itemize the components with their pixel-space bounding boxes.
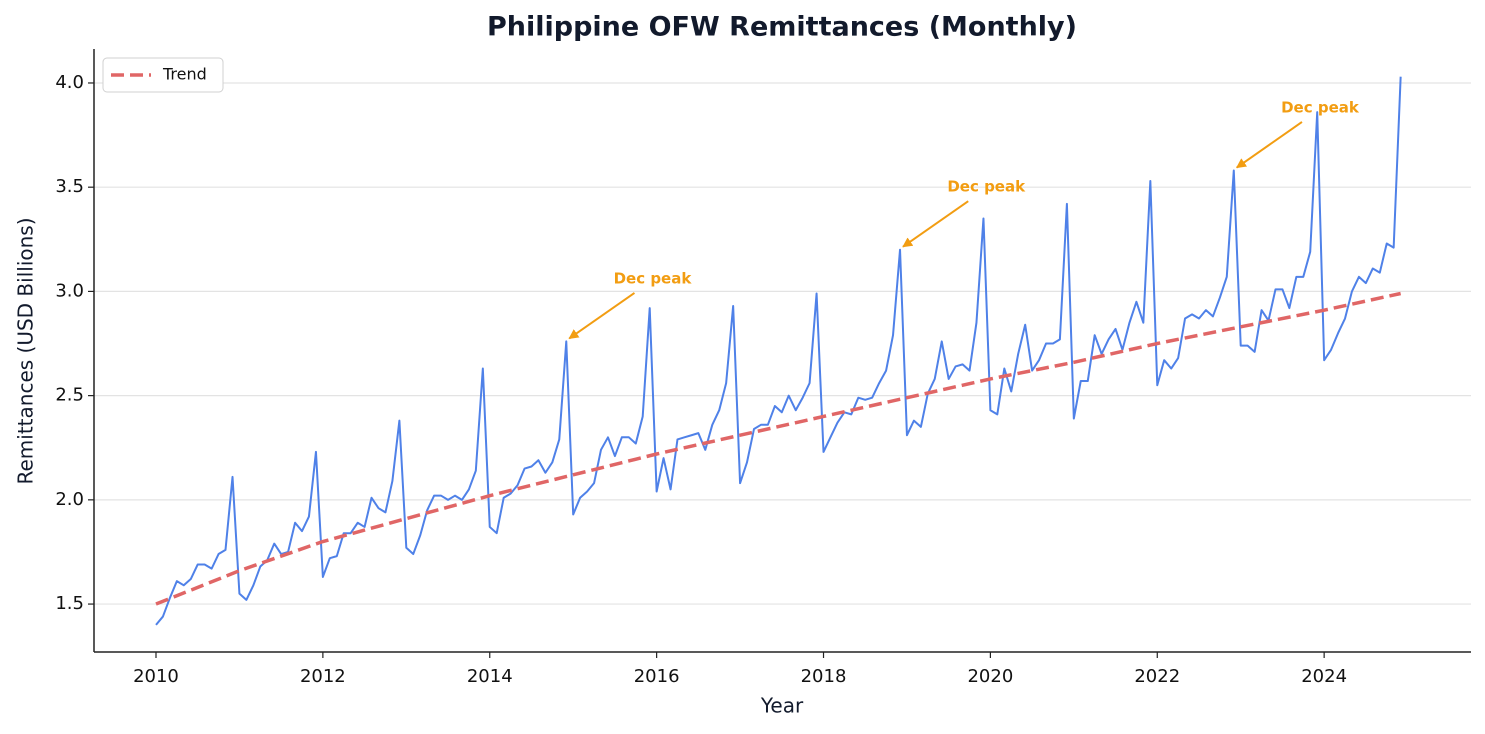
annotation-text: Dec peak [614, 269, 693, 287]
annotation-arrow [568, 292, 636, 340]
x-tick-label: 2024 [1301, 666, 1347, 687]
x-tick-label: 2016 [634, 666, 680, 687]
x-tick-label: 2014 [467, 666, 513, 687]
annotation-text: Dec peak [947, 178, 1026, 196]
trend-line [155, 291, 1402, 606]
y-tick-label: 3.5 [55, 176, 84, 197]
x-tick-label: 2012 [300, 666, 346, 687]
legend-label: Trend [162, 65, 207, 84]
annotation-text: Dec peak [1281, 98, 1360, 116]
y-tick-label: 2.5 [55, 385, 84, 406]
x-axis-label: Year [760, 694, 804, 718]
y-tick-label: 1.5 [55, 593, 84, 614]
legend-box [102, 57, 224, 93]
x-tick-label: 2020 [967, 666, 1013, 687]
y-tick-label: 2.0 [55, 489, 84, 510]
y-axis-label: Remittances (USD Billions) [14, 217, 38, 484]
y-tick-label: 3.0 [55, 280, 84, 301]
x-tick-label: 2022 [1134, 666, 1180, 687]
annotation-arrow [902, 200, 969, 248]
x-tick-label: 2010 [133, 666, 179, 687]
chart-title: Philippine OFW Remittances (Monthly) [487, 12, 1077, 43]
annotation-arrow [1235, 121, 1303, 169]
y-tick-label: 4.0 [55, 72, 84, 93]
data-line [155, 76, 1402, 626]
x-tick-label: 2018 [801, 666, 847, 687]
